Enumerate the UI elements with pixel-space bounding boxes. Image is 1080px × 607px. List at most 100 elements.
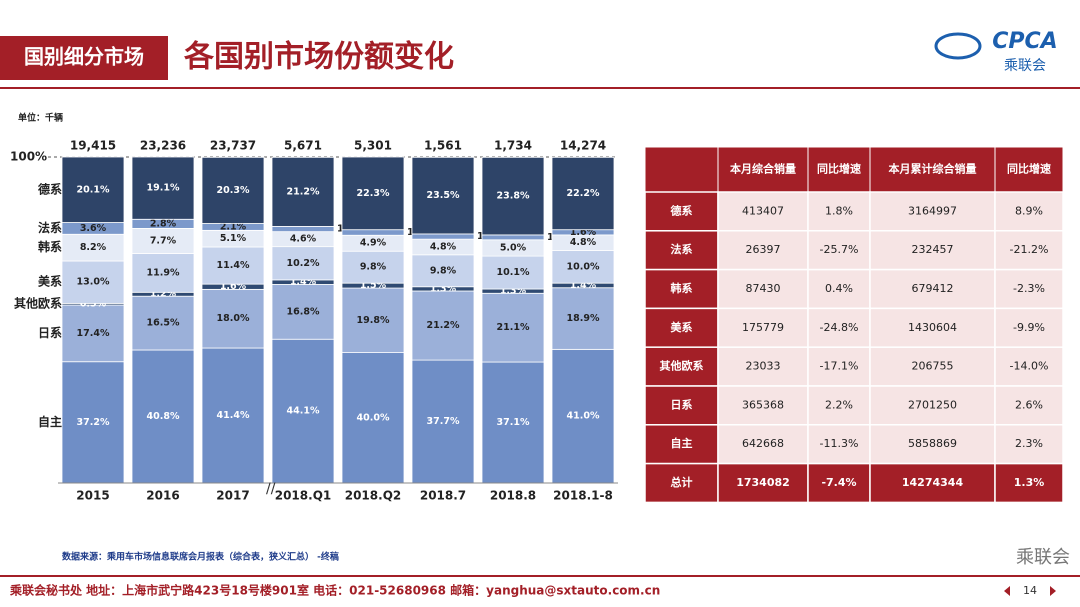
logo-sub: 乘联会 [1004,58,1046,74]
cell-text: 2.2% [825,398,853,411]
segment-label: 19.1% [147,183,180,194]
cell-text: 232457 [912,243,954,256]
cell-text: 87430 [746,282,781,295]
bar-segment [271,246,335,281]
page-arrows [1004,586,1056,596]
x-tick-label: 2018.Q2 [345,489,402,503]
cell [994,424,1064,465]
cell [994,346,1064,387]
x-tick-label: 2018.1-8 [553,489,613,503]
cell-text: 175779 [742,321,784,334]
total-label: 23,236 [140,139,186,153]
segment-label: 16.5% [147,318,180,329]
cell [869,191,996,232]
series-label: 其他欧系 [14,296,62,311]
segment-label: 4.8% [570,237,597,248]
cell [644,462,719,504]
logo-mark [934,32,982,60]
bar-segment [481,292,545,363]
x-tick-label: 2018.7 [420,489,466,503]
slide-title: 各国别市场份额变化 [183,40,454,75]
cell [807,346,871,387]
total-label: 23,737 [210,139,256,153]
segment-label: 41.4% [217,410,250,421]
segment-label: 18.0% [217,313,250,324]
segment-label: 4.8% [430,241,457,252]
bar-segment [411,290,475,361]
cell [717,385,809,426]
segment-label: 22.2% [567,188,600,199]
bar-segment [131,253,195,293]
cell-text: 365368 [742,398,784,411]
bar-segment [341,156,405,231]
y-tick-label: 100% [10,150,47,164]
cell [717,268,809,310]
header-text: 同比增速 [1007,162,1051,176]
segment-label: 7.7% [150,235,177,246]
segment-label: 22.3% [357,188,390,199]
cell-text: 5858869 [908,437,957,450]
cell-text: -11.3% [820,437,859,450]
cell-text: 1.3% [1014,476,1045,489]
segment-label: 13.0% [77,277,110,288]
cell-text: -14.0% [1010,360,1049,373]
bar-segment [481,156,545,236]
cell-text: 0.4% [825,282,853,295]
bar-segment [61,361,125,484]
bar-segment [61,156,125,223]
segment-label: 2.1% [220,221,247,232]
cell [869,307,996,348]
segment-label: 1.4% [290,277,317,288]
bar-segment [341,287,405,353]
cell-text: 2.6% [1015,398,1043,411]
cell [644,191,719,232]
header-text: 本月累计综合销量 [889,162,977,176]
x-tick-label: 2017 [216,489,249,503]
segment-label: 19.8% [357,315,390,326]
header-cell [869,146,996,193]
cell [869,424,996,465]
cell-text: 413407 [742,204,784,217]
series-label: 韩系 [38,239,62,254]
segment-label: 20.1% [77,184,110,195]
segment-label: 0.5% [80,299,107,310]
bar-segment [481,255,545,290]
segment-label: 21.1% [497,322,530,333]
cell-text: 1.8% [825,204,853,217]
cell-text: -24.8% [820,321,859,334]
cell [869,385,996,426]
bar-segment [481,361,545,484]
segment-label: 1.3% [500,286,527,297]
cell-text: 法系 [671,242,693,256]
bar-segment [271,226,335,233]
header-cell [994,146,1064,193]
cell-text: 2.3% [1015,437,1043,450]
cell-text: 韩系 [671,281,693,295]
total-label: 14,274 [560,139,606,153]
cell-text: 日系 [671,397,693,411]
cell [717,424,809,465]
segment-label: 1.6% [570,227,597,238]
cell [717,230,809,271]
segment-label: 23.8% [497,191,530,202]
cell-text: 23033 [746,360,781,373]
bar-segment [131,349,195,484]
segment-label: 2.8% [150,218,177,229]
cell-text: -7.4% [821,476,856,489]
section-label: 国别细分市场 [24,45,144,69]
cell-text: 美系 [671,320,693,334]
bar-segment [61,233,125,262]
header-text: 同比增速 [817,162,861,176]
cell-text: -21.2% [1010,243,1049,256]
segment-label: 9.8% [360,262,387,273]
cell-text: 自主 [671,436,693,450]
cell-text: 其他欧系 [660,359,704,373]
cell-text: -25.7% [820,243,859,256]
bar-segment [551,287,615,350]
bar-segment [411,233,475,240]
segment-label: 40.0% [357,412,390,423]
segment-label: 23.5% [427,190,460,201]
bar-segment [341,229,405,236]
bar-segment [411,156,475,235]
